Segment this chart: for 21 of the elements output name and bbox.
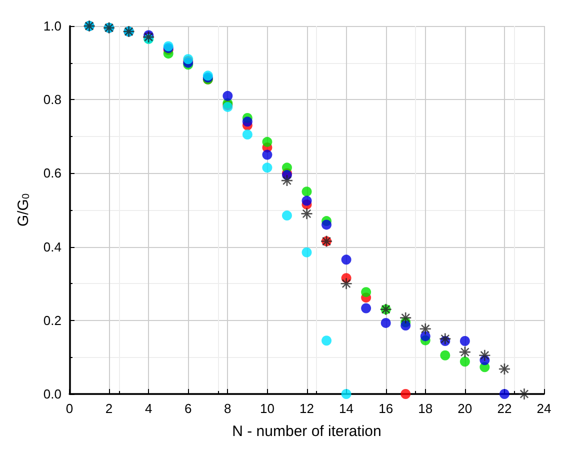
- x-tick-label: 10: [260, 401, 274, 416]
- x-tick-label: 0: [66, 401, 74, 416]
- y-tick-label: 0.0: [43, 386, 62, 402]
- y-tick-label: 0.6: [43, 166, 62, 181]
- x-tick-label: 14: [339, 401, 354, 416]
- y-tick-label: 0.2: [43, 312, 62, 328]
- x-tick-label: 22: [497, 401, 512, 416]
- x-tick-label: 6: [184, 401, 192, 416]
- x-tick-label: 24: [536, 401, 552, 416]
- y-tick-label: 0.8: [43, 92, 62, 108]
- y-tick-label: 0.4: [43, 239, 62, 254]
- x-tick-label: 2: [105, 401, 113, 416]
- x-axis-title: N - number of iteration: [232, 423, 382, 440]
- x-tick-label: 8: [224, 401, 232, 416]
- x-tick-label: 18: [418, 401, 433, 416]
- x-tick-label: 12: [300, 401, 314, 416]
- x-tick-label: 20: [458, 401, 472, 416]
- y-tick-label: 1.0: [43, 18, 62, 34]
- y-axis-title: G/G0: [15, 193, 32, 227]
- x-tick-label: 16: [378, 401, 394, 416]
- x-tick-label: 4: [144, 401, 152, 416]
